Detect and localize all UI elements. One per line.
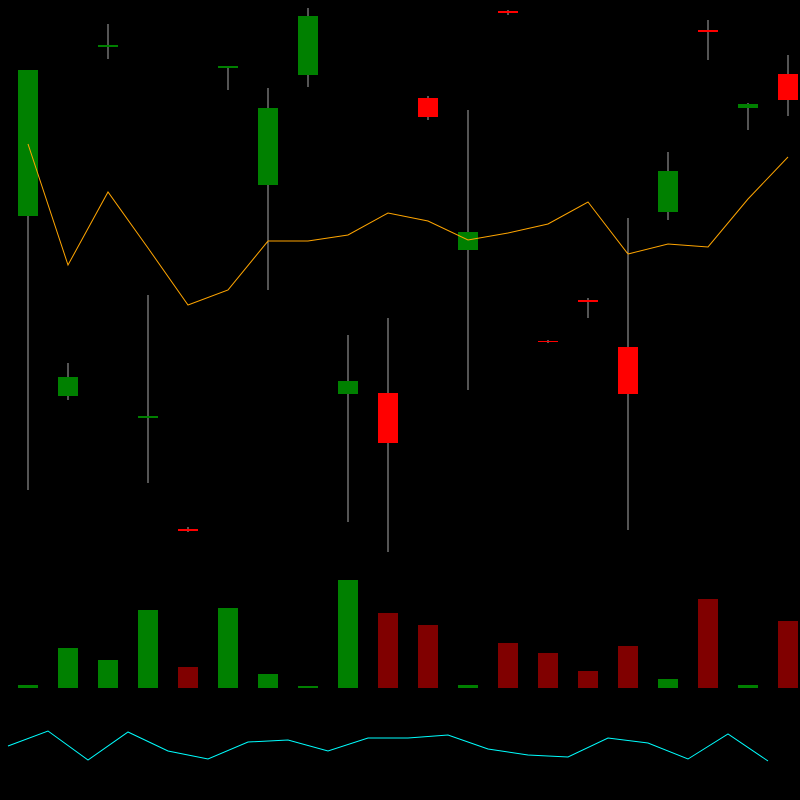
volume-bar xyxy=(618,646,638,688)
volume-bar xyxy=(58,648,78,688)
candle-body xyxy=(378,393,398,443)
volume-bar xyxy=(698,599,718,688)
candle-body xyxy=(738,104,758,108)
candle-body xyxy=(138,416,158,418)
volume-bar xyxy=(338,580,358,688)
candle-body xyxy=(58,377,78,396)
volume-bar xyxy=(258,674,278,688)
volume-bar xyxy=(458,685,478,688)
volume-bar xyxy=(138,610,158,688)
volume-bar xyxy=(778,621,798,688)
volume-bar xyxy=(178,667,198,688)
candle-body xyxy=(298,16,318,75)
candle-body xyxy=(538,341,558,342)
volume-bar xyxy=(98,660,118,688)
candle-body xyxy=(778,74,798,100)
candle-body xyxy=(618,347,638,394)
volume-bar xyxy=(418,625,438,688)
candle-body xyxy=(418,98,438,117)
volume-bar xyxy=(298,686,318,688)
moving-average-line xyxy=(27,143,789,306)
volume-bar xyxy=(18,685,38,688)
candle-body xyxy=(18,70,38,216)
candle-body xyxy=(218,66,238,68)
candle-body xyxy=(98,45,118,47)
candle-body xyxy=(698,30,718,32)
volume-bar xyxy=(378,613,398,688)
candle-body xyxy=(338,381,358,394)
candle-body xyxy=(658,171,678,212)
candle-body xyxy=(578,300,598,302)
volume-bar xyxy=(218,608,238,688)
volume-bar xyxy=(578,671,598,688)
candle-body xyxy=(258,108,278,185)
indicator-line xyxy=(7,730,769,762)
volume-bar xyxy=(738,685,758,688)
candle-body xyxy=(458,232,478,250)
candle-body xyxy=(178,529,198,531)
volume-bar xyxy=(538,653,558,688)
volume-bar xyxy=(498,643,518,688)
candle-body xyxy=(498,11,518,13)
volume-bar xyxy=(658,679,678,688)
